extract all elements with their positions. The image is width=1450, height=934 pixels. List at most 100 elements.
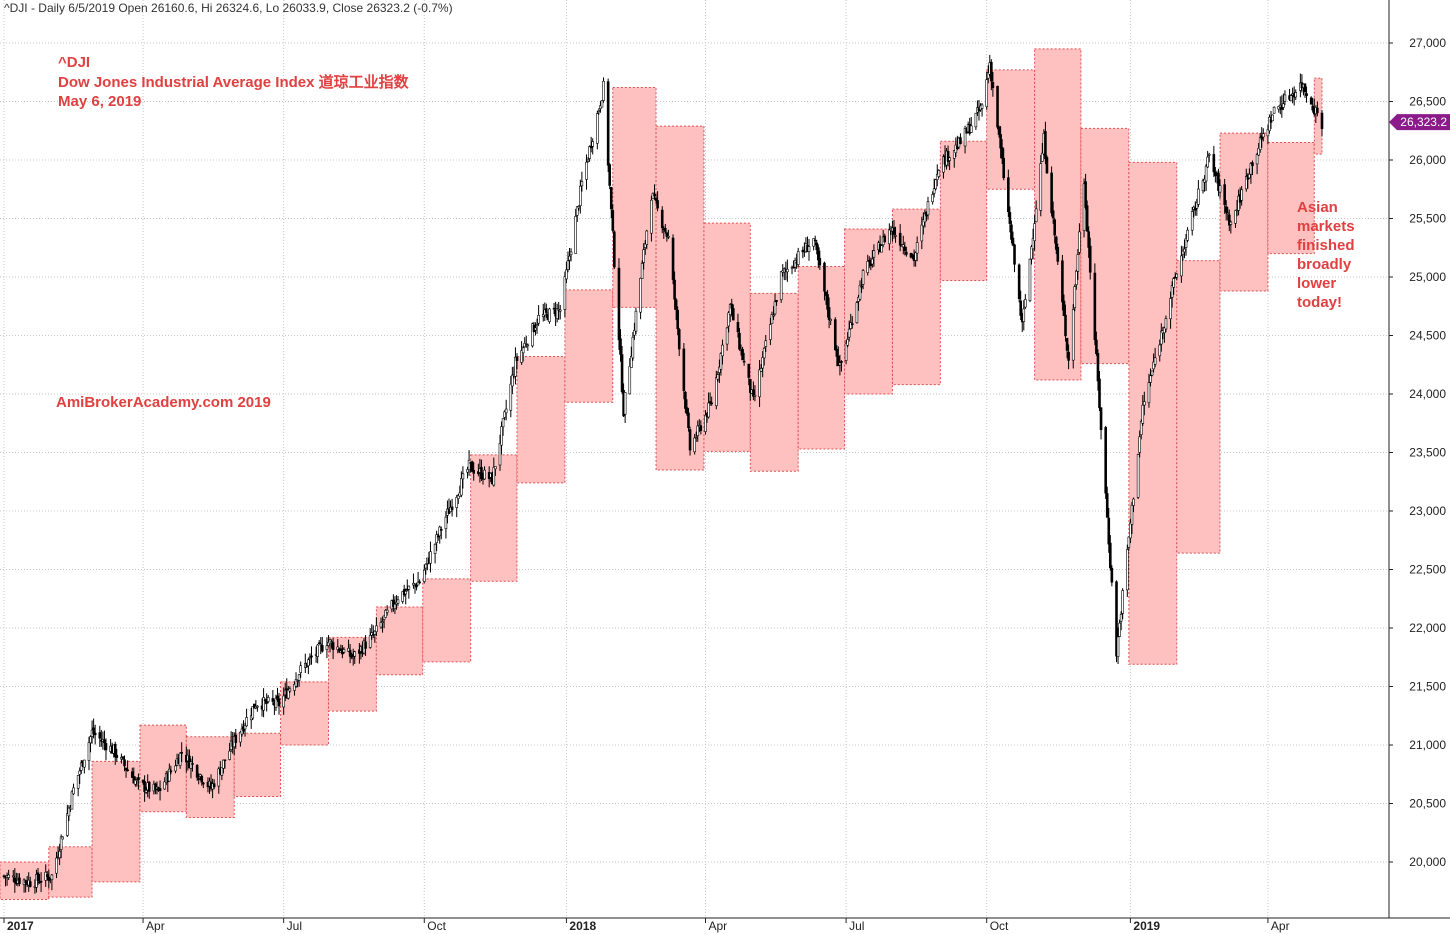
y-tick-label: 26,500 [1409, 95, 1446, 109]
y-tick-label: 21,000 [1409, 738, 1446, 752]
candle-body [847, 328, 851, 338]
candle-body [606, 81, 610, 166]
candle-body [577, 206, 581, 209]
candle-body [1226, 212, 1230, 215]
candle-body [660, 209, 664, 229]
candle-body [770, 314, 774, 324]
candle-body [67, 807, 71, 817]
candle-body [1248, 173, 1251, 179]
candle-body [1050, 172, 1053, 214]
x-tick-label: Oct [427, 919, 446, 933]
candle-body [807, 246, 811, 252]
candle-body [515, 356, 519, 361]
candle-body [860, 285, 863, 288]
monthly-range-box [185, 736, 235, 819]
candle-body [569, 251, 573, 256]
y-axis-ticks: 20,000 20,500 21,000 21,500 22,000 22,500 23,0… [1389, 36, 1446, 869]
candle-body [1160, 330, 1163, 345]
candle-body [1007, 177, 1010, 213]
candle-body [990, 61, 993, 82]
monthly-range-box [844, 228, 893, 395]
candle-body [1212, 154, 1216, 173]
candle-body [520, 350, 523, 363]
candle-body [256, 705, 259, 708]
candle-body [937, 170, 941, 177]
candle-body [266, 697, 270, 702]
candle-body [379, 621, 383, 628]
candle-body [1130, 504, 1134, 525]
candle-body [438, 526, 442, 537]
monthly-range-box [91, 760, 141, 883]
candle-body [674, 299, 678, 310]
candle-body [1229, 221, 1233, 225]
candle-body [827, 307, 831, 320]
candle-body [1249, 163, 1253, 175]
candle-body [872, 250, 876, 258]
candle-body [1019, 300, 1022, 316]
candle-body [816, 247, 820, 261]
candle-body [1206, 156, 1209, 168]
candle-body [103, 739, 106, 744]
candle-body [815, 242, 819, 250]
candle-body [234, 734, 238, 743]
candle-body [1024, 299, 1027, 308]
candle-body [1303, 83, 1307, 93]
candle-body [288, 688, 292, 692]
candle-body [773, 301, 777, 315]
candle-body [368, 635, 372, 648]
candle-body [926, 201, 930, 216]
candle-body [373, 630, 377, 635]
ticker-label: ^DJI [58, 54, 90, 71]
candle-body [1193, 207, 1197, 211]
candle-body [850, 323, 854, 326]
candle-body [123, 759, 126, 767]
candle-body [671, 237, 675, 280]
candle-body [320, 645, 324, 652]
x-tick-label: Apr [146, 919, 165, 933]
candle-body [715, 377, 718, 406]
candle-body [574, 216, 577, 254]
candle-body [1013, 244, 1016, 265]
candle-body [1075, 270, 1078, 286]
candle-body [126, 769, 129, 772]
candle-body [1064, 314, 1067, 337]
candle-body [1186, 229, 1189, 241]
x-tick-label: 2017 [7, 919, 34, 933]
candle-body [761, 357, 764, 369]
candle-body [1261, 133, 1265, 138]
candle-body [1244, 176, 1248, 190]
monthly-range-box [516, 356, 566, 484]
candle-body [1030, 246, 1033, 260]
candle-body [104, 743, 108, 751]
candle-body [39, 880, 43, 883]
candle-body [480, 467, 483, 479]
candle-body [113, 743, 117, 758]
candle-body [786, 268, 789, 273]
candle-body [1163, 327, 1166, 334]
candle-body [1164, 318, 1168, 330]
candle-body [144, 790, 148, 793]
candle-body [424, 563, 428, 569]
candle-body [826, 294, 829, 310]
candle-body [1054, 236, 1058, 250]
candle-body [541, 313, 545, 317]
candle-body [849, 322, 853, 329]
candle-body [1051, 210, 1055, 219]
candle-body [375, 625, 378, 632]
candle-body [1067, 351, 1070, 361]
candle-body [1141, 404, 1145, 424]
candle-body [137, 777, 140, 781]
candle-body [586, 159, 590, 162]
last-price-badge: 26,323.2 [1389, 114, 1450, 131]
candle-body [732, 308, 735, 321]
candle-body [1104, 427, 1107, 494]
candle-body [1150, 370, 1154, 376]
candle-body [934, 179, 938, 190]
candle-body [980, 104, 984, 109]
candle-body [316, 644, 319, 657]
candle-body [710, 402, 713, 405]
candle-body [134, 779, 137, 785]
candle-body [948, 157, 951, 161]
candle-body [611, 210, 615, 231]
candle-body [956, 145, 959, 149]
